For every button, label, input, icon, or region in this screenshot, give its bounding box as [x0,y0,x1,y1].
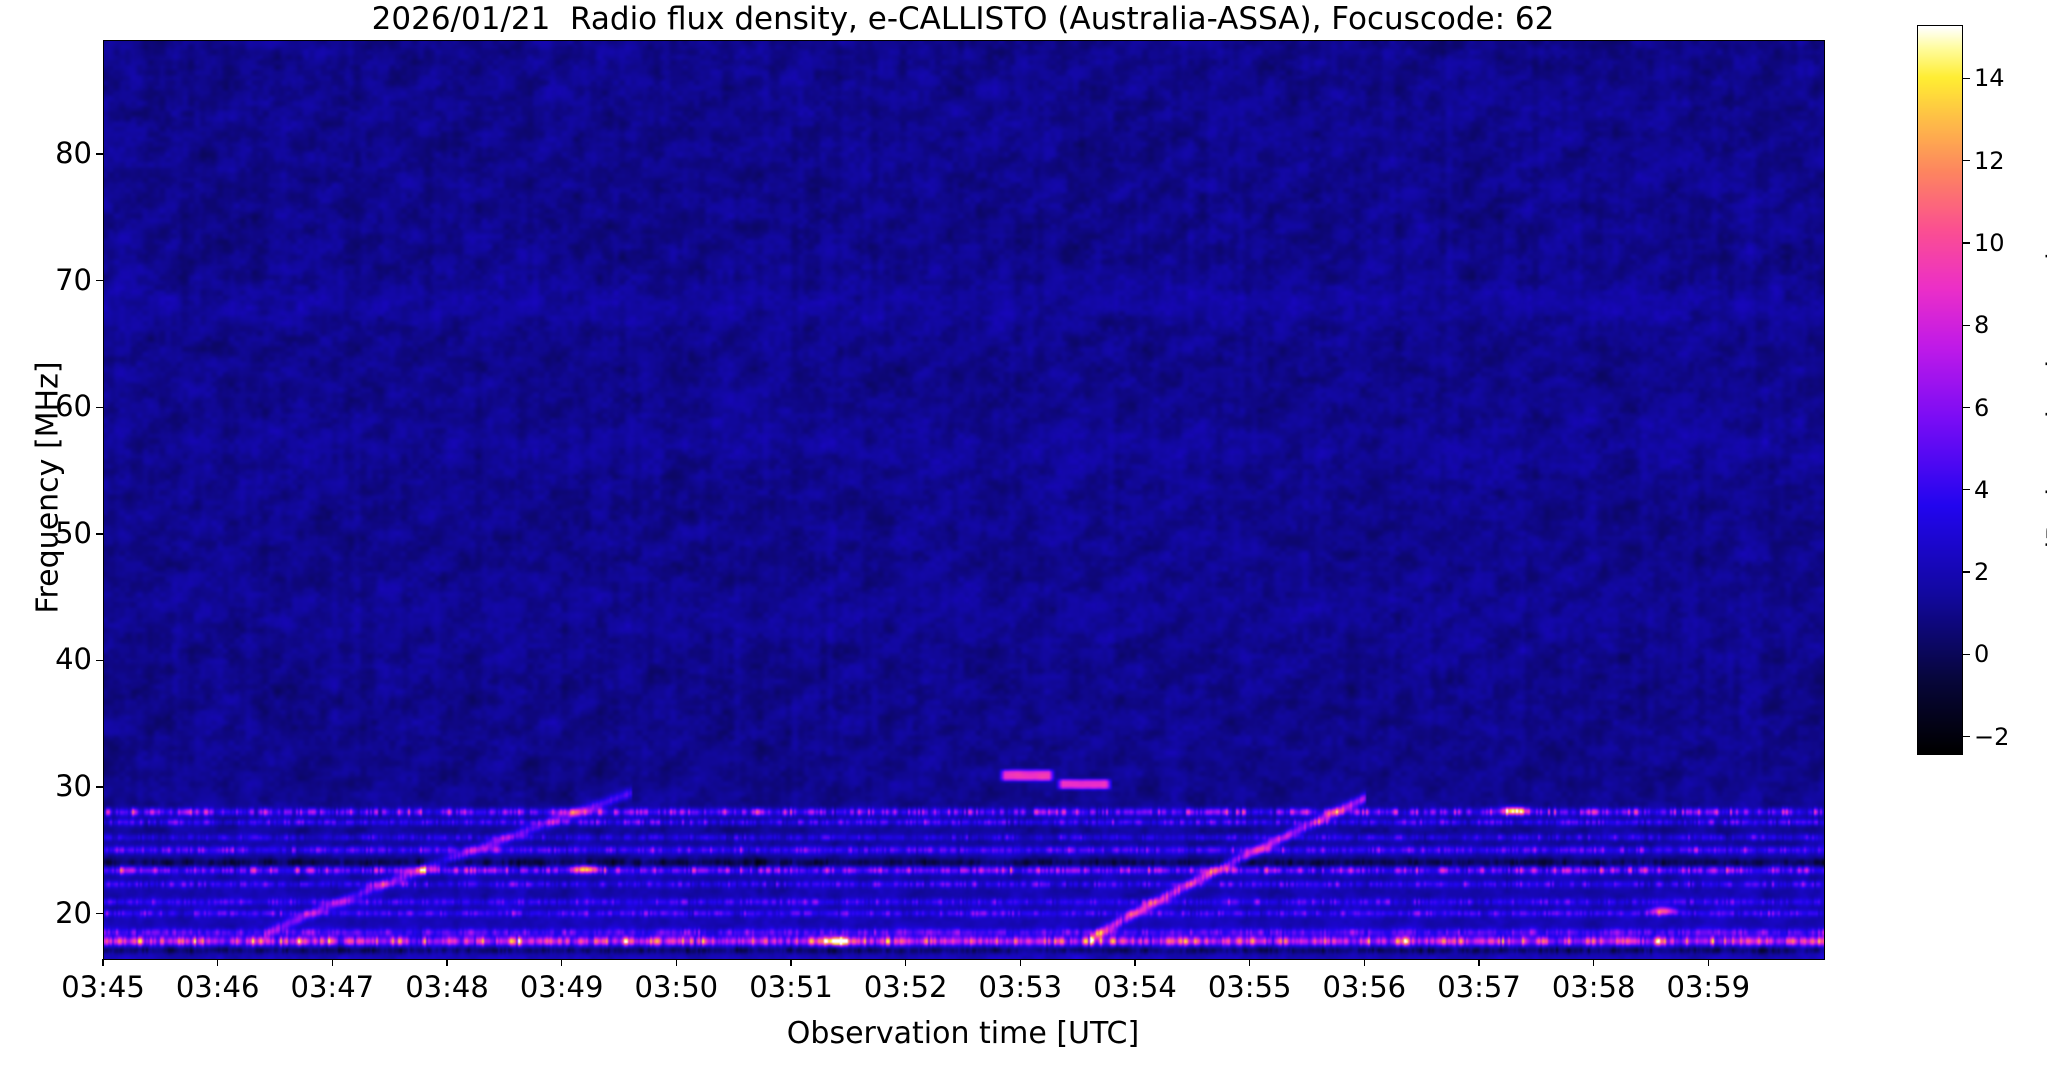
x-tick-label: 03:57 [1437,970,1521,1004]
x-tick-label: 03:50 [634,970,719,1004]
x-tick-mark [1707,959,1710,966]
y-tick-mark [96,912,103,915]
x-tick-mark [675,959,678,966]
colorbar-tick-label: 8 [1974,311,1990,340]
x-tick-label: 03:54 [1093,970,1177,1004]
colorbar-tick-label: 12 [1974,146,2005,175]
colorbar-tick-mark [1963,653,1970,655]
x-tick-label: 03:53 [978,970,1063,1004]
y-tick-label: 70 [55,262,92,297]
x-tick-mark [1592,959,1595,966]
y-tick-mark [96,406,103,408]
x-axis-label: Observation time [UTC] [786,1016,1140,1051]
x-tick-mark [331,959,334,966]
y-tick-mark [96,153,103,155]
x-tick-mark [1363,959,1366,966]
x-tick-label: 03:58 [1551,970,1636,1004]
colorbar-label: dB above background [2040,252,2047,559]
x-tick-label: 03:49 [519,970,604,1004]
y-tick-label: 80 [55,135,92,170]
colorbar-tick-label: 4 [1974,475,1990,504]
colorbar-tick-label: 10 [1974,228,2005,257]
y-tick-label: 50 [55,515,92,550]
x-tick-mark [1134,959,1136,966]
y-tick-label: 20 [55,895,92,930]
colorbar-tick-mark [1963,571,1970,573]
spectrogram-axes[interactable] [103,40,1825,960]
colorbar-tick-mark [1963,406,1970,409]
x-tick-mark [560,959,563,966]
y-tick-label: 40 [55,642,92,677]
x-tick-mark [216,959,219,966]
y-tick-label: 60 [55,389,92,424]
x-tick-label: 03:47 [290,970,375,1004]
x-tick-mark [1248,959,1251,966]
spectrogram-image[interactable] [104,41,1824,959]
colorbar-tick-mark [1963,324,1970,326]
x-tick-mark [1478,959,1480,966]
x-tick-label: 03:55 [1207,970,1292,1004]
x-tick-label: 03:59 [1666,970,1751,1004]
colorbar-tick-label: 14 [1974,64,2005,93]
y-tick-label: 30 [55,769,92,804]
colorbar-tick-mark [1963,160,1970,162]
y-tick-mark [96,659,103,662]
colorbar-tick-label: 6 [1974,393,1990,422]
colorbar-tick-label: 2 [1974,558,1990,587]
x-tick-label: 03:48 [405,970,489,1004]
x-tick-mark [904,959,907,966]
x-tick-label: 03:46 [175,970,260,1004]
colorbar-tick-mark [1963,77,1970,80]
x-tick-mark [102,959,104,966]
page-title: 2026/01/21 Radio flux density, e-CALLIST… [371,1,1555,37]
colorbar-tick-mark [1963,735,1970,738]
x-tick-mark [1019,959,1022,966]
colorbar-tick-mark [1963,242,1970,244]
colorbar-gradient [1918,26,1962,754]
colorbar-tick-mark [1963,489,1970,491]
x-tick-label: 03:45 [61,970,145,1004]
colorbar[interactable] [1917,25,1963,755]
x-tick-label: 03:51 [749,970,833,1004]
x-tick-label: 03:56 [1322,970,1407,1004]
colorbar-tick-label: 0 [1974,640,1990,669]
y-tick-mark [96,786,103,788]
y-tick-mark [96,279,103,282]
x-tick-mark [446,959,448,966]
colorbar-tick-label: −2 [1974,722,2010,751]
y-tick-mark [96,533,103,535]
x-tick-label: 03:52 [863,970,948,1004]
x-tick-mark [790,959,792,966]
